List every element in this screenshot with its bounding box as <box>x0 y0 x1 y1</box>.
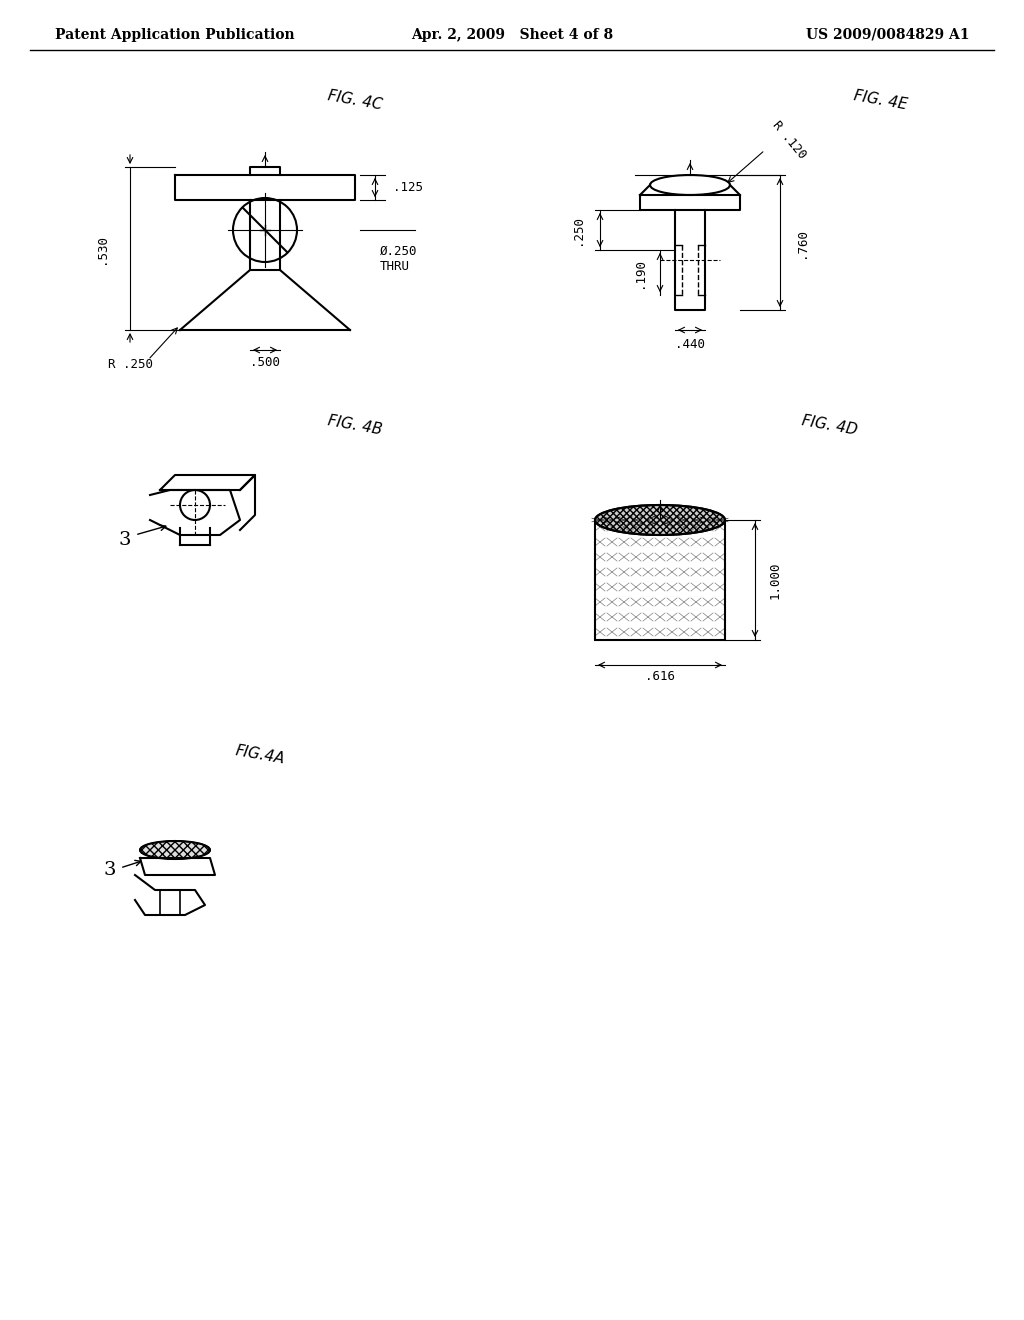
Text: Ø.250
THRU: Ø.250 THRU <box>380 246 418 273</box>
Text: Apr. 2, 2009   Sheet 4 of 8: Apr. 2, 2009 Sheet 4 of 8 <box>411 28 613 42</box>
Text: Patent Application Publication: Patent Application Publication <box>55 28 295 42</box>
Text: .616: .616 <box>645 671 675 684</box>
Text: FIG. 4E: FIG. 4E <box>852 88 908 112</box>
Text: 1.000: 1.000 <box>769 561 782 599</box>
Text: FIG.4A: FIG.4A <box>234 743 286 767</box>
Text: .250: .250 <box>571 215 585 246</box>
Text: US 2009/0084829 A1: US 2009/0084829 A1 <box>807 28 970 42</box>
Text: .440: .440 <box>675 338 705 351</box>
Text: .190: .190 <box>634 257 646 288</box>
Text: 3: 3 <box>119 531 131 549</box>
Bar <box>595 520 725 640</box>
Text: .500: .500 <box>250 355 280 368</box>
Text: .760: .760 <box>795 227 808 257</box>
Text: .125: .125 <box>393 181 423 194</box>
Text: R .250: R .250 <box>108 359 153 371</box>
Text: FIG. 4D: FIG. 4D <box>801 413 859 437</box>
Ellipse shape <box>140 841 210 859</box>
Text: .530: .530 <box>95 234 109 264</box>
Text: FIG. 4C: FIG. 4C <box>327 88 384 112</box>
Text: FIG. 4B: FIG. 4B <box>327 413 383 437</box>
Text: R .120: R .120 <box>770 119 809 161</box>
Ellipse shape <box>595 506 725 535</box>
Text: 3: 3 <box>103 861 117 879</box>
